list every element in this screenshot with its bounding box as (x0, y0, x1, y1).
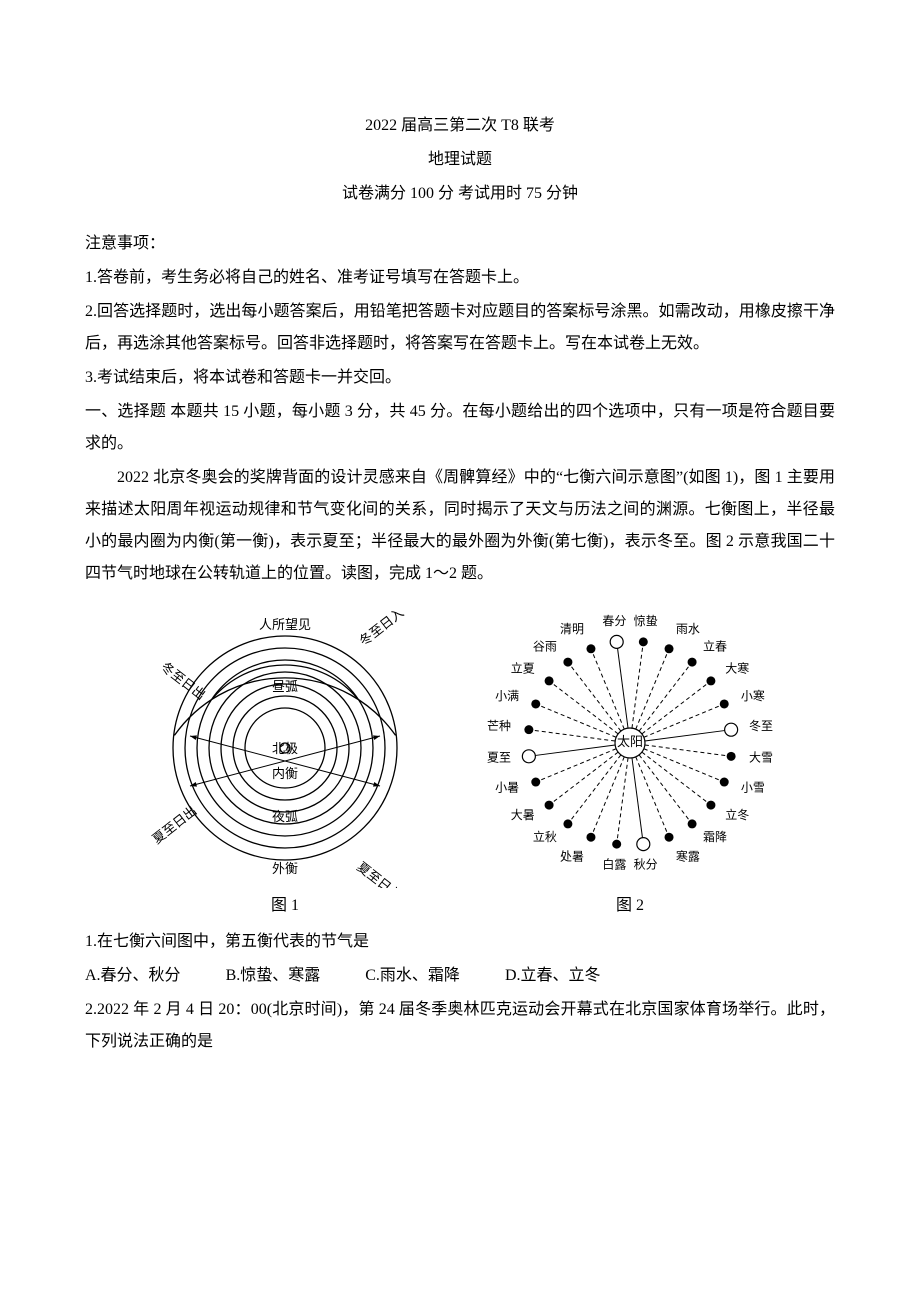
svg-text:夏至: 夏至 (487, 750, 511, 764)
svg-text:立春: 立春 (703, 639, 727, 654)
svg-text:内衡: 内衡 (272, 766, 298, 781)
notice-heading: 注意事项： (85, 228, 835, 260)
figure-1-caption: 图 1 (130, 890, 440, 922)
svg-text:北极: 北极 (272, 741, 298, 756)
svg-text:小雪: 小雪 (741, 781, 765, 795)
q1-options: A.春分、秋分 B.惊蛰、寒露 C.雨水、霜降 D.立春、立冬 (85, 960, 835, 992)
svg-text:立夏: 立夏 (511, 661, 535, 676)
svg-text:霜降: 霜降 (703, 830, 727, 844)
svg-text:白露: 白露 (602, 857, 626, 872)
figures-row: 人所望见昼弧北极内衡夜弧外衡冬至日出冬至日入夏至日出夏至日入 图 1 太阳春分惊… (85, 598, 835, 922)
svg-text:谷雨: 谷雨 (533, 640, 557, 654)
svg-text:春分: 春分 (602, 614, 626, 628)
q1-opt-a: A.春分、秋分 (85, 960, 181, 992)
svg-text:小满: 小满 (495, 689, 519, 703)
passage-text: 2022 北京冬奥会的奖牌背面的设计灵感来自《周髀算经》中的“七衡六间示意图”(… (85, 462, 835, 590)
exam-scoreline: 试卷满分 100 分 考试用时 75 分钟 (85, 178, 835, 210)
q1-opt-d: D.立春、立冬 (505, 960, 601, 992)
svg-text:昼弧: 昼弧 (272, 679, 298, 694)
q1-opt-b: B.惊蛰、寒露 (226, 960, 321, 992)
figure-2-block: 太阳 春分惊蛰雨水立春大寒小寒冬至大雪小雪立冬霜降寒露秋分白露 处暑立秋 大暑 小暑 夏至… (470, 598, 790, 922)
svg-text:芒种: 芒种 (487, 718, 511, 733)
svg-text:立冬: 立冬 (725, 807, 749, 822)
figure-1-block: 人所望见昼弧北极内衡夜弧外衡冬至日出冬至日入夏至日出夏至日入 图 1 (130, 598, 440, 922)
q1-opt-c: C.雨水、霜降 (365, 960, 460, 992)
section-1-heading: 一、选择题 本题共 15 小题，每小题 3 分，共 45 分。在每小题给出的四个… (85, 396, 835, 460)
exam-subject: 地理试题 (85, 144, 835, 176)
svg-text:清明: 清明 (560, 622, 584, 636)
svg-text:小寒: 小寒 (741, 688, 765, 703)
q2-stem: 2.2022 年 2 月 4 日 20：00(北京时间)，第 24 届冬季奥林匹… (85, 994, 835, 1058)
exam-title: 2022 届高三第二次 T8 联考 (85, 110, 835, 142)
svg-text:小暑: 小暑 (495, 781, 519, 795)
svg-text:夜弧: 夜弧 (272, 809, 298, 824)
svg-text:处暑: 处暑 (560, 850, 584, 864)
svg-text:秋分: 秋分 (634, 858, 658, 872)
q1-stem: 1.在七衡六间图中，第五衡代表的节气是 (85, 926, 835, 958)
svg-text:雨水: 雨水 (676, 622, 700, 636)
svg-text:寒露: 寒露 (676, 849, 700, 864)
notice-item-3: 3.考试结束后，将本试卷和答题卡一并交回。 (85, 362, 835, 394)
svg-text:立秋: 立秋 (533, 829, 557, 844)
figure-2-caption: 图 2 (470, 890, 790, 922)
svg-text:大暑: 大暑 (511, 808, 535, 822)
svg-text:大寒: 大寒 (725, 661, 749, 676)
svg-text:大雪: 大雪 (749, 750, 773, 764)
figure-1-svg: 人所望见昼弧北极内衡夜弧外衡冬至日出冬至日入夏至日出夏至日入 (130, 598, 440, 888)
svg-text:冬至: 冬至 (749, 718, 773, 733)
svg-text:外衡: 外衡 (272, 861, 298, 876)
svg-text:太阳: 太阳 (617, 734, 643, 749)
notice-item-2: 2.回答选择题时，选出每小题答案后，用铅笔把答题卡对应题目的答案标号涂黑。如需改… (85, 296, 835, 360)
svg-text:人所望见: 人所望见 (259, 617, 311, 632)
svg-text:惊蛰: 惊蛰 (634, 613, 658, 628)
figure-2-svg: 太阳 春分惊蛰雨水立春大寒小寒冬至大雪小雪立冬霜降寒露秋分白露 处暑立秋 大暑 小暑 夏至… (470, 598, 790, 888)
notice-item-1: 1.答卷前，考生务必将自己的姓名、准考证号填写在答题卡上。 (85, 262, 835, 294)
